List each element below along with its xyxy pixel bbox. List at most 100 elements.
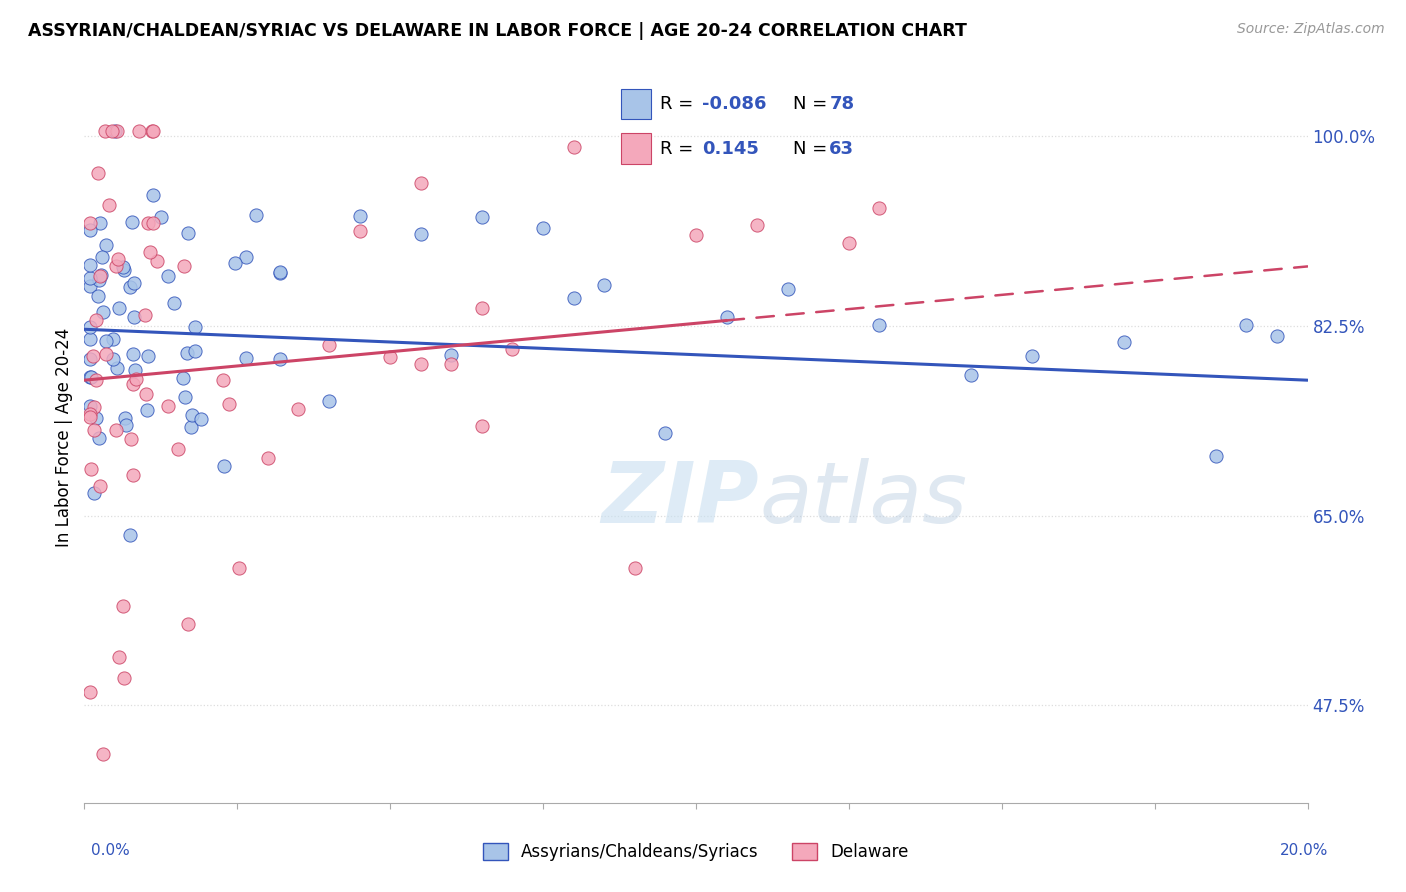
Point: [122, 347, 145, 361]
Point: [84, 373, 107, 387]
Point: [79, 370, 101, 384]
Point: [141, 124, 163, 138]
Point: [91, 305, 114, 319]
Point: [176, 346, 198, 360]
Point: [96, 347, 118, 361]
Point: [79, 259, 101, 273]
Text: Source: ZipAtlas.com: Source: ZipAtlas.com: [1237, 22, 1385, 37]
Point: [593, 278, 616, 293]
Point: [89, 268, 111, 283]
Point: [89, 479, 111, 493]
Point: [380, 351, 402, 365]
Point: [111, 599, 134, 614]
Point: [180, 419, 202, 434]
Point: [349, 224, 371, 238]
Point: [654, 426, 676, 441]
Point: [1021, 350, 1043, 364]
Point: [128, 124, 150, 138]
Point: [87, 431, 110, 445]
Text: 0.145: 0.145: [703, 140, 759, 158]
Point: [184, 319, 207, 334]
Point: [224, 255, 246, 269]
Point: [134, 308, 156, 322]
Text: 63: 63: [830, 140, 855, 158]
Point: [409, 177, 432, 191]
Point: [142, 187, 165, 202]
Point: [94, 334, 117, 348]
Point: [776, 282, 799, 296]
Point: [105, 361, 128, 376]
Point: [84, 411, 107, 425]
Point: [177, 617, 200, 632]
Point: [685, 228, 707, 243]
Point: [1236, 318, 1258, 332]
Point: [163, 296, 186, 310]
Text: -0.086: -0.086: [703, 95, 766, 113]
Point: [869, 202, 891, 216]
Point: [79, 223, 101, 237]
Point: [112, 263, 135, 277]
Point: [87, 166, 110, 180]
Point: [181, 408, 204, 422]
Point: [440, 348, 463, 362]
Point: [121, 377, 143, 392]
Point: [98, 198, 121, 212]
Point: [869, 318, 891, 332]
Text: N =: N =: [793, 95, 832, 113]
Point: [214, 458, 236, 473]
Point: [118, 280, 141, 294]
Point: [87, 273, 110, 287]
Point: [235, 351, 257, 365]
FancyBboxPatch shape: [620, 134, 651, 164]
Text: 20.0%: 20.0%: [1281, 843, 1329, 858]
Point: [245, 208, 267, 222]
Point: [409, 227, 432, 241]
Point: [174, 390, 197, 404]
Text: N =: N =: [793, 140, 832, 158]
Point: [79, 410, 101, 425]
Point: [157, 399, 180, 413]
Point: [90, 268, 112, 282]
Point: [173, 259, 195, 273]
Point: [318, 338, 340, 352]
Point: [80, 462, 103, 476]
Point: [183, 344, 205, 359]
Point: [150, 210, 173, 224]
Point: [108, 301, 131, 315]
Point: [135, 386, 157, 401]
Point: [79, 216, 101, 230]
FancyBboxPatch shape: [620, 89, 651, 120]
Point: [1114, 335, 1136, 350]
Point: [83, 423, 105, 437]
Point: [105, 124, 128, 138]
Point: [146, 254, 169, 268]
Point: [1265, 328, 1288, 343]
Point: [83, 401, 105, 415]
Point: [107, 252, 129, 267]
Text: atlas: atlas: [759, 458, 967, 541]
Point: [287, 401, 309, 416]
Point: [103, 332, 125, 346]
Point: [120, 432, 142, 446]
Point: [142, 124, 165, 138]
Point: [79, 684, 101, 698]
Point: [122, 276, 145, 290]
Point: [118, 528, 141, 542]
Point: [94, 238, 117, 252]
Point: [79, 332, 101, 346]
Point: [87, 289, 110, 303]
Point: [318, 393, 340, 408]
Point: [93, 747, 115, 761]
Point: [269, 267, 291, 281]
Point: [105, 260, 128, 274]
Point: [531, 221, 554, 235]
Point: [91, 250, 114, 264]
Point: [624, 561, 647, 575]
Point: [125, 372, 148, 386]
Point: [269, 265, 291, 279]
Point: [108, 649, 131, 664]
Text: 0.0%: 0.0%: [91, 843, 131, 858]
Point: [747, 218, 769, 232]
Point: [562, 140, 585, 154]
Point: [101, 124, 124, 138]
